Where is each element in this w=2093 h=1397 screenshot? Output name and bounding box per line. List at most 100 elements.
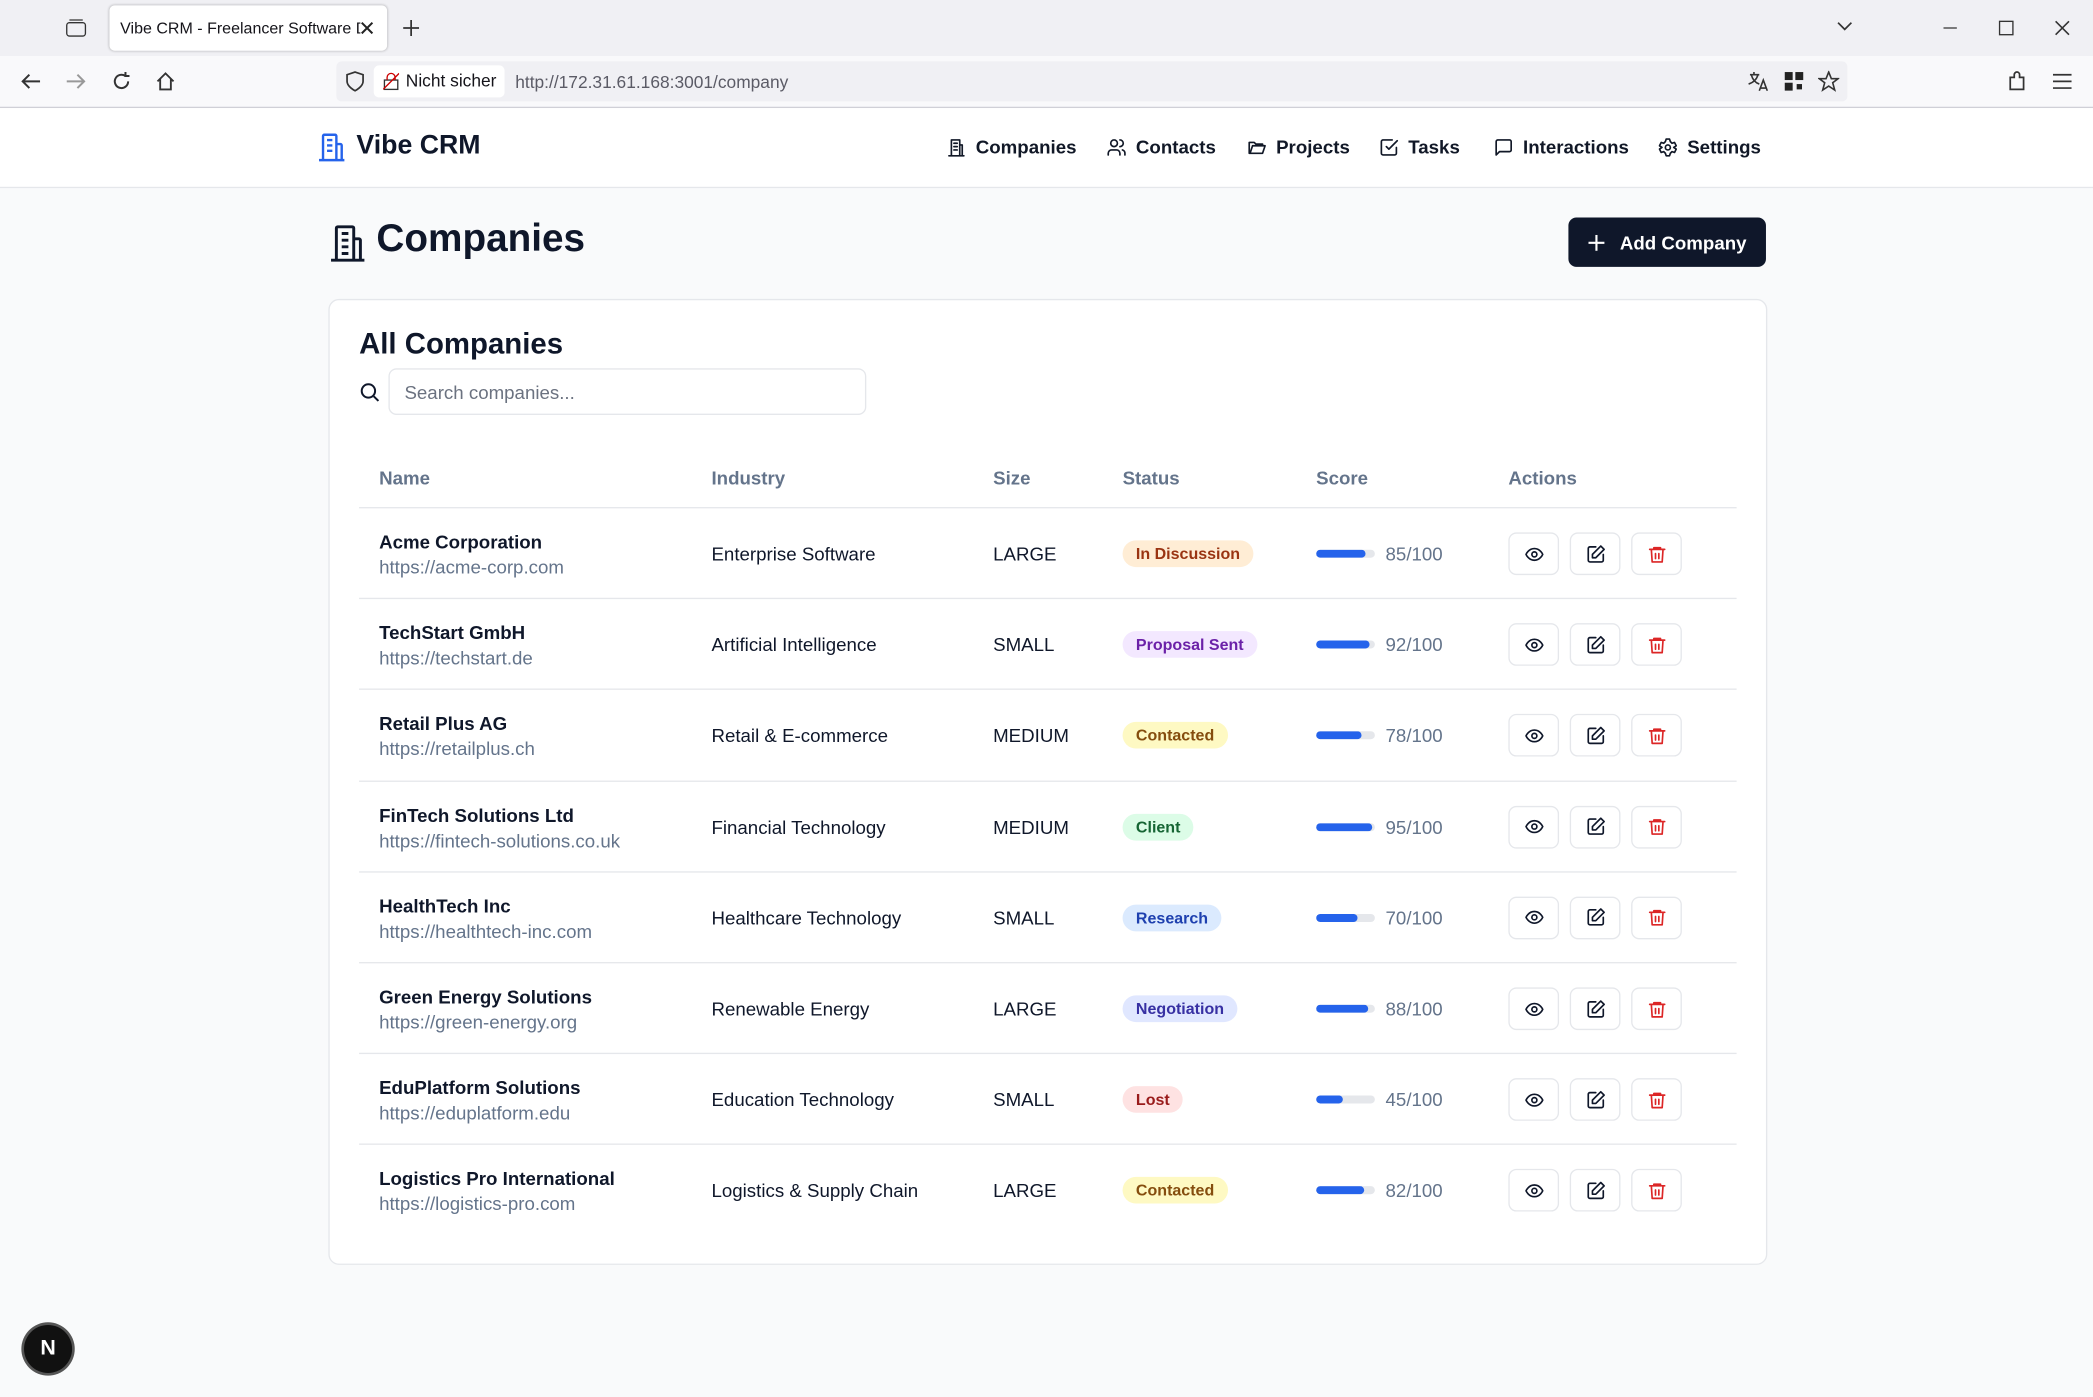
tab-overflow[interactable] (1837, 21, 1853, 32)
edit-button[interactable] (1569, 805, 1621, 849)
score-track (1316, 913, 1375, 922)
nav-link[interactable]: Interactions (1494, 136, 1629, 157)
company-url[interactable]: https://healthtech-inc.com (379, 920, 593, 942)
score-label: 85/100 (1385, 543, 1443, 565)
edit-button[interactable] (1569, 896, 1621, 940)
delete-button[interactable] (1631, 623, 1682, 667)
company-url[interactable]: https://retailplus.ch (379, 738, 535, 760)
nav-link[interactable]: Companies (946, 136, 1076, 157)
column-header: Score (1316, 467, 1369, 489)
close-tab[interactable] (360, 21, 374, 35)
view-icon (1524, 1093, 1543, 1107)
bookmark-star[interactable] (1818, 70, 1840, 92)
score-track (1316, 549, 1375, 558)
edit-button[interactable] (1569, 714, 1621, 758)
delete-button[interactable] (1631, 1078, 1682, 1122)
company-url[interactable]: https://fintech-solutions.co.uk (379, 829, 621, 851)
minimize[interactable] (1942, 21, 1958, 34)
company-name[interactable]: Retail Plus AG (379, 713, 508, 735)
nav-link[interactable]: Contacts (1107, 136, 1216, 157)
reload[interactable] (111, 71, 132, 92)
size: SMALL (993, 634, 1055, 656)
delete-button[interactable] (1631, 532, 1682, 576)
score-bar (1316, 1095, 1343, 1104)
view-button[interactable] (1508, 532, 1560, 576)
company-name[interactable]: Logistics Pro International (379, 1168, 615, 1190)
maximize[interactable] (1998, 20, 2014, 36)
status-badge: Negotiation (1122, 995, 1238, 1023)
brand[interactable]: Vibe CRM (356, 130, 481, 161)
close-window[interactable] (2054, 20, 2070, 36)
edit-button[interactable] (1569, 532, 1621, 576)
forward[interactable] (65, 72, 86, 91)
view-button[interactable] (1508, 896, 1560, 940)
view-button[interactable] (1508, 714, 1560, 758)
nav-link[interactable]: Tasks (1379, 136, 1460, 157)
card-title: All Companies (359, 326, 564, 361)
company-name[interactable]: TechStart GmbH (379, 622, 526, 644)
industry: Financial Technology (711, 816, 886, 838)
table-row: Acme Corporation https://acme-corp.com Ent… (359, 507, 1737, 599)
delete-button[interactable] (1631, 987, 1682, 1031)
delete-button[interactable] (1631, 714, 1682, 758)
delete-icon (1648, 910, 1665, 927)
menu[interactable] (2052, 73, 2072, 89)
industry: Education Technology (711, 1089, 894, 1111)
translate-icon[interactable] (1747, 71, 1769, 92)
view-button[interactable] (1508, 1078, 1560, 1122)
column-header: Industry (711, 467, 786, 489)
add-company-button[interactable]: Add Company (1568, 217, 1766, 267)
score-track (1316, 1095, 1375, 1104)
company-url[interactable]: https://techstart.de (379, 647, 533, 669)
score-bar (1316, 913, 1358, 922)
delete-button[interactable] (1631, 896, 1682, 940)
company-name[interactable]: FinTech Solutions Ltd (379, 804, 574, 826)
column-header: Status (1122, 467, 1180, 489)
company-url[interactable]: https://acme-corp.com (379, 556, 564, 578)
score-label: 70/100 (1385, 907, 1443, 929)
company-url[interactable]: https://green-energy.org (379, 1011, 578, 1033)
size: SMALL (993, 907, 1055, 929)
score-track (1316, 822, 1375, 831)
home[interactable] (155, 71, 176, 92)
back[interactable] (20, 72, 41, 91)
lock-icon (383, 72, 400, 91)
score-bar (1316, 549, 1367, 558)
qr-icon[interactable] (1784, 72, 1804, 91)
table-row: EduPlatform Solutions https://eduplatform… (359, 1053, 1737, 1145)
new-tab[interactable] (403, 20, 420, 37)
edit-button[interactable] (1569, 1169, 1621, 1213)
view-button[interactable] (1508, 623, 1560, 667)
url-bar[interactable]: Nicht sicher http://172.31.61.168:3001/c… (336, 61, 1848, 102)
edit-button[interactable] (1569, 1078, 1621, 1122)
company-name[interactable]: Green Energy Solutions (379, 986, 592, 1008)
extensions[interactable] (2006, 71, 2027, 92)
nav-label: Tasks (1408, 136, 1460, 158)
score-bar (1316, 1004, 1368, 1013)
active-tab[interactable]: Vibe CRM - Freelancer Software De (109, 5, 388, 51)
company-url[interactable]: https://logistics-pro.com (379, 1193, 576, 1215)
company-name[interactable]: HealthTech Inc (379, 895, 511, 917)
edit-button[interactable] (1569, 623, 1621, 667)
company-url[interactable]: https://eduplatform.edu (379, 1102, 571, 1124)
edit-button[interactable] (1569, 987, 1621, 1031)
status-badge: Proposal Sent (1122, 631, 1257, 659)
nav-label: Projects (1276, 136, 1350, 158)
edit-icon (1586, 1090, 1605, 1109)
company-name[interactable]: EduPlatform Solutions (379, 1077, 581, 1099)
search-input[interactable]: Search companies... (388, 368, 867, 415)
dev-indicator[interactable]: N (24, 1324, 73, 1373)
tab-list-icon[interactable] (65, 19, 87, 38)
score-label: 92/100 (1385, 634, 1443, 656)
delete-button[interactable] (1631, 805, 1682, 849)
delete-button[interactable] (1631, 1169, 1682, 1213)
security-indicator[interactable]: Nicht sicher (373, 65, 505, 98)
view-button[interactable] (1508, 805, 1560, 849)
nav-link[interactable]: Projects (1247, 136, 1350, 157)
view-button[interactable] (1508, 987, 1560, 1031)
company-name[interactable]: Acme Corporation (379, 531, 543, 553)
view-button[interactable] (1508, 1169, 1560, 1213)
edit-icon (1586, 544, 1605, 563)
nav-link[interactable]: Settings (1658, 136, 1761, 157)
